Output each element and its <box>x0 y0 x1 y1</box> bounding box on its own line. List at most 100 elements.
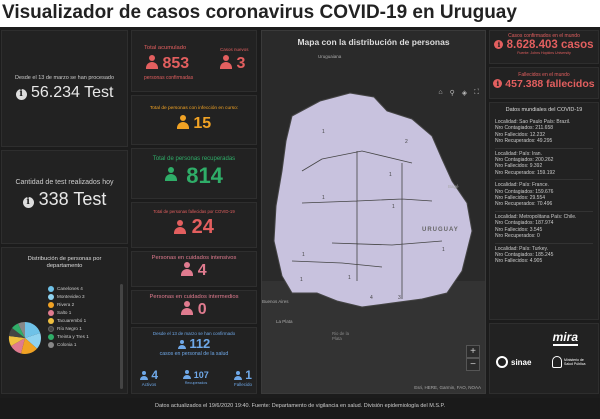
world-item-contagiados: Nro Contagiados: 187.974 <box>495 220 554 227</box>
legend-item: Río Negro 1 <box>48 325 122 333</box>
msp-emblem-icon <box>552 356 562 368</box>
salud-fallecido-value: 1 <box>245 368 252 382</box>
place-la-plata: La Plata <box>276 319 293 324</box>
legend-item: Canelones 4 <box>48 285 122 293</box>
world-data-header: Datos mundiales del COVID-19 <box>505 107 583 113</box>
sinae-logo: sinae <box>496 356 531 368</box>
legend-count: 1 <box>79 326 82 331</box>
legend-swatch <box>48 286 54 292</box>
en-curso-value: 15 <box>193 115 212 132</box>
map-panel[interactable]: Mapa con la distribución de personas ⌂ ⚲… <box>261 30 486 394</box>
msp-logo-text: Ministerio de Salud Pública <box>564 358 586 366</box>
fallecidas-value: 24 <box>191 216 214 238</box>
person-icon <box>220 55 232 69</box>
pie-slice-rio-negro <box>9 328 25 338</box>
list-item[interactable]: Localidad: País: Turkey. Nro Contagiados… <box>495 244 593 268</box>
cuidados-intermedios-panel: Personas en cuidados intermedios 0 <box>131 290 257 324</box>
pie-slice-canelones <box>25 322 41 338</box>
en-curso-label: Total de personas con infección en curso… <box>149 106 239 111</box>
recuperadas-label: Total de personas recuperadas <box>152 156 236 162</box>
legend-name: Colonia <box>57 342 73 347</box>
zoom-in-button[interactable]: + <box>466 345 480 358</box>
page-title: Visualizador de casos coronavirus COVID-… <box>2 2 517 23</box>
layers-icon[interactable]: ◈ <box>461 90 468 97</box>
world-item-fallecidos: Nro Fallecidos: 29.554 <box>495 195 546 202</box>
tests-today-value: 338 Test <box>38 189 107 209</box>
casos-nuevos-label: Casos nuevos <box>220 47 249 52</box>
svg-text:1: 1 <box>392 204 395 210</box>
cuidados-intermedios-label: Personas en cuidados intermedios <box>149 294 239 300</box>
pie-slice-tacuarembo <box>8 336 25 346</box>
pie-slice-treinta-y-tres <box>12 323 25 338</box>
world-deaths-label: Fallecidos en el mundo <box>518 72 570 78</box>
list-item[interactable]: Localidad: País: Iran. Nro Contagiados: … <box>495 149 593 181</box>
department-counts: 1 2 1 1 1 1 1 1 1 4 3 <box>300 129 445 301</box>
list-item[interactable]: Localidad: Metropolitana País: Chile. Nr… <box>495 212 593 244</box>
person-icon <box>181 262 194 276</box>
legend-name: Montevideo <box>57 294 81 299</box>
person-icon <box>140 371 148 380</box>
total-acumulado-panel: Total acumulado 853 personas confirmadas… <box>131 30 257 92</box>
legend-swatch <box>48 342 54 348</box>
total-acumulado-sublabel: personas confirmadas <box>144 75 194 81</box>
country-label: URUGUAY <box>422 227 459 233</box>
department-pie-chart <box>8 321 42 355</box>
tests-today-caption: Cantidad de test realizados hoy <box>15 179 114 186</box>
sinae-emblem-icon <box>496 356 508 368</box>
legend-item: Salto 1 <box>48 309 122 317</box>
person-icon <box>176 115 189 129</box>
world-item-location: Localidad: País: Iran. <box>495 150 542 157</box>
world-item-location: Localidad: País: France. <box>495 182 549 189</box>
list-item[interactable]: Localidad: País: France. Nro Contagiados… <box>495 180 593 212</box>
zoom-controls: + − <box>466 345 480 371</box>
svg-text:1: 1 <box>348 275 351 281</box>
salud-caption2: casos en personal de la salud <box>159 351 229 357</box>
legend-count: 2 <box>71 302 75 307</box>
svg-text:1: 1 <box>302 252 305 258</box>
total-acumulado-value: 853 <box>162 55 190 72</box>
department-legend: Canelones 4 Montevideo 3 Rivera 2 Salto … <box>48 285 122 349</box>
uruguay-map[interactable]: 1 2 1 1 1 1 1 1 1 4 3 <box>262 31 486 394</box>
place-bage: Bagé <box>448 184 459 189</box>
footer: Datos actualizados el 19/6/2020 19:40. F… <box>0 398 600 419</box>
legend-count: 1 <box>83 318 87 323</box>
department-borders <box>291 150 443 299</box>
world-confirmed-panel: Casos confirmados en el mundo i 8.628.40… <box>489 30 599 64</box>
search-icon[interactable]: ⚲ <box>449 90 455 97</box>
zoom-out-button[interactable]: − <box>466 358 480 371</box>
person-icon <box>165 167 180 184</box>
world-confirmed-label: Casos confirmados en el mundo <box>508 33 580 39</box>
legend-scrollbar[interactable] <box>120 284 123 389</box>
legend-swatch <box>48 318 54 324</box>
world-item-location: Localidad: País: Turkey. <box>495 245 548 252</box>
legend-item: Montevideo 3 <box>48 293 122 301</box>
recuperadas-value: 814 <box>186 163 223 188</box>
world-confirmed-value: 8.628.403 casos <box>506 39 594 51</box>
legend-name: Canelones <box>57 286 79 291</box>
info-icon: i <box>22 197 34 208</box>
pie-slice-salto <box>11 338 25 354</box>
world-data-panel: Datos mundiales del COVID-19 Localidad: … <box>489 102 599 320</box>
salud-activos-value: 4 <box>151 368 159 382</box>
person-icon <box>177 340 186 349</box>
recuperadas-panel: Total de personas recuperadas 814 <box>131 148 257 199</box>
svg-text:4: 4 <box>370 295 373 301</box>
list-item[interactable]: Localidad: Sao Paulo País: Brazil. Nro C… <box>495 117 593 149</box>
world-item-fallecidos: Nro Fallecidos: 3.545 <box>495 226 543 233</box>
title-bar: Visualizador de casos coronavirus COVID-… <box>0 0 600 27</box>
place-buenos-aires: Buenos Aires <box>262 299 289 304</box>
world-item-fallecidos: Nro Fallecidos: 12.232 <box>495 131 546 138</box>
world-deaths-panel: Fallecidos en el mundo i 457.388 falleci… <box>489 67 599 99</box>
tests-today-panel: Cantidad de test realizados hoy i 338 Te… <box>1 150 128 244</box>
info-icon: i <box>493 79 503 88</box>
world-item-contagiados: Nro Contagiados: 200.262 <box>495 157 554 164</box>
cuidados-intermedios-value: 0 <box>197 301 207 318</box>
svg-text:1: 1 <box>442 247 445 253</box>
home-icon[interactable]: ⌂ <box>438 89 443 96</box>
place-rio-de-la-plata: Rio de la Plata <box>332 331 349 341</box>
cuidados-intensivos-label: Personas en cuidados intensivos <box>151 255 237 261</box>
expand-icon[interactable]: ⛶ <box>474 89 479 96</box>
svg-text:1: 1 <box>322 129 325 135</box>
person-icon <box>174 220 187 234</box>
legend-item: Colonia 1 <box>48 341 122 349</box>
